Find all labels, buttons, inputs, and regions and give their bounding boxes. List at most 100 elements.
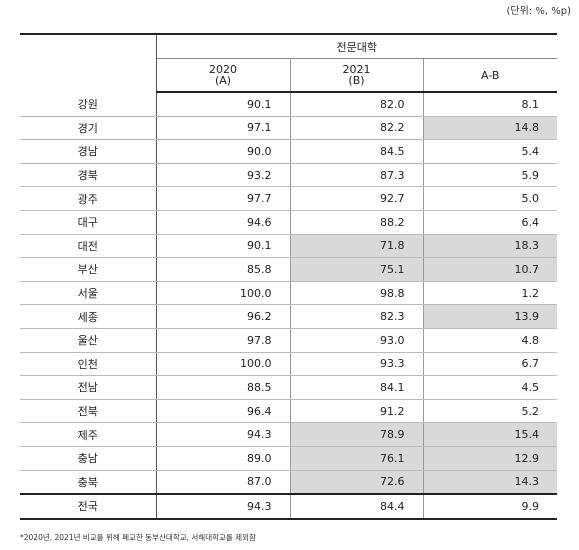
table-row: 부산 85.8 75.1 10.7 (20, 257, 558, 282)
value-2021-cell: 93.0 (289, 328, 423, 353)
value-2020-cell: 97.1 (156, 116, 290, 141)
value-2020-cell: 97.8 (156, 328, 290, 353)
region-cell: 대구 (20, 210, 157, 235)
unit-label: (단위: %, %p) (506, 6, 571, 17)
diff-cell: 10.7 (422, 257, 558, 282)
value-2020-cell: 94.6 (156, 210, 290, 235)
value-2021-cell: 87.3 (289, 163, 423, 188)
diff-cell: 4.8 (422, 328, 558, 353)
diff-cell: 14.3 (422, 470, 558, 495)
region-cell: 세종 (20, 304, 157, 329)
total-row: 전국 94.3 84.4 9.9 (20, 493, 558, 520)
col-2020-year: 2020 (209, 63, 237, 76)
value-2021-cell: 78.9 (289, 422, 423, 447)
diff-cell: 1.2 (422, 281, 558, 306)
diff-cell: 13.9 (422, 304, 558, 329)
value-2020-cell: 96.2 (156, 304, 290, 329)
value-2021-cell: 71.8 (289, 234, 423, 259)
table-row: 서울 100.0 98.8 1.2 (20, 281, 558, 306)
region-cell: 부산 (20, 257, 157, 282)
admission-rate-table: 전문대학 2020 (A) 2021 (B) A-B 강원 90.1 82.0 8.1… (20, 33, 558, 520)
table-row: 경북 93.2 87.3 5.9 (20, 163, 558, 188)
value-2021-cell: 84.1 (289, 375, 423, 400)
table-row: 충북 87.0 72.6 14.3 (20, 470, 558, 495)
diff-cell: 12.9 (422, 446, 558, 471)
value-2020-cell: 97.7 (156, 186, 290, 211)
diff-cell: 15.4 (422, 422, 558, 447)
value-2020-cell: 90.0 (156, 139, 290, 164)
value-2021-cell: 82.0 (289, 92, 423, 117)
value-2021-cell: 84.5 (289, 139, 423, 164)
region-cell: 경기 (20, 116, 157, 141)
value-2020-cell: 90.1 (156, 234, 290, 259)
diff-cell: 4.5 (422, 375, 558, 400)
region-cell: 인천 (20, 352, 157, 377)
col-2021-tag: (B) (348, 74, 365, 87)
table-row: 충남 89.0 76.1 12.9 (20, 446, 558, 471)
value-2021-cell: 91.2 (289, 399, 423, 424)
diff-cell: 5.0 (422, 186, 558, 211)
table-row: 경기 97.1 82.2 14.8 (20, 116, 558, 141)
value-2021-cell: 98.8 (289, 281, 423, 306)
value-2020-cell: 88.5 (156, 375, 290, 400)
col-2020-tag: (A) (214, 74, 232, 87)
col-diff-header: A-B (422, 58, 558, 93)
total-2021-cell: 84.4 (289, 493, 423, 520)
value-2021-cell: 82.2 (289, 116, 423, 141)
region-cell: 충남 (20, 446, 157, 471)
table-row: 경남 90.0 84.5 5.4 (20, 139, 558, 164)
region-cell: 광주 (20, 186, 157, 211)
col-2021-header: 2021 (B) (289, 58, 423, 93)
value-2021-cell: 72.6 (289, 470, 423, 495)
region-cell: 대전 (20, 234, 157, 259)
value-2020-cell: 89.0 (156, 446, 290, 471)
table-row: 울산 97.8 93.0 4.8 (20, 328, 558, 353)
region-cell: 서울 (20, 281, 157, 306)
value-2021-cell: 93.3 (289, 352, 423, 377)
table-body: 강원 90.1 82.0 8.1 경기 97.1 82.2 14.8 경남 90.0 84.5 5.4… (20, 92, 558, 520)
region-cell: 울산 (20, 328, 157, 353)
region-cell: 경남 (20, 139, 157, 164)
value-2020-cell: 90.1 (156, 92, 290, 117)
diff-cell: 8.1 (422, 92, 558, 117)
region-header (20, 33, 157, 92)
region-cell: 경북 (20, 163, 157, 188)
value-2020-cell: 87.0 (156, 470, 290, 495)
diff-cell: 6.7 (422, 352, 558, 377)
value-2020-cell: 93.2 (156, 163, 290, 188)
total-diff-cell: 9.9 (422, 493, 558, 520)
table-row: 대구 94.6 88.2 6.4 (20, 210, 558, 235)
region-cell: 제주 (20, 422, 157, 447)
region-cell: 강원 (20, 92, 157, 117)
value-2021-cell: 88.2 (289, 210, 423, 235)
value-2021-cell: 75.1 (289, 257, 423, 282)
value-2021-cell: 76.1 (289, 446, 423, 471)
diff-cell: 18.3 (422, 234, 558, 259)
value-2020-cell: 94.3 (156, 422, 290, 447)
table-row: 제주 94.3 78.9 15.4 (20, 422, 558, 447)
table-row: 전남 88.5 84.1 4.5 (20, 375, 558, 400)
diff-cell: 5.9 (422, 163, 558, 188)
footnote: *2020년, 2021년 비교를 위해 폐교한 동부산대학교, 서해대학교를 … (20, 533, 256, 542)
value-2020-cell: 100.0 (156, 281, 290, 306)
table-row: 세종 96.2 82.3 13.9 (20, 304, 558, 329)
table-row: 광주 97.7 92.7 5.0 (20, 186, 558, 211)
col-2020-header: 2020 (A) (156, 58, 290, 93)
table-row: 전북 96.4 91.2 5.2 (20, 399, 558, 424)
value-2021-cell: 92.7 (289, 186, 423, 211)
diff-cell: 5.2 (422, 399, 558, 424)
group-header: 전문대학 (156, 33, 558, 59)
diff-cell: 14.8 (422, 116, 558, 141)
table-row: 강원 90.1 82.0 8.1 (20, 92, 558, 117)
diff-cell: 6.4 (422, 210, 558, 235)
value-2020-cell: 85.8 (156, 257, 290, 282)
value-2021-cell: 82.3 (289, 304, 423, 329)
region-cell: 충북 (20, 470, 157, 495)
table-row: 인천 100.0 93.3 6.7 (20, 352, 558, 377)
region-cell: 전남 (20, 375, 157, 400)
col-2021-year: 2021 (342, 63, 371, 76)
value-2020-cell: 100.0 (156, 352, 290, 377)
region-cell: 전북 (20, 399, 157, 424)
value-2020-cell: 96.4 (156, 399, 290, 424)
diff-cell: 5.4 (422, 139, 558, 164)
